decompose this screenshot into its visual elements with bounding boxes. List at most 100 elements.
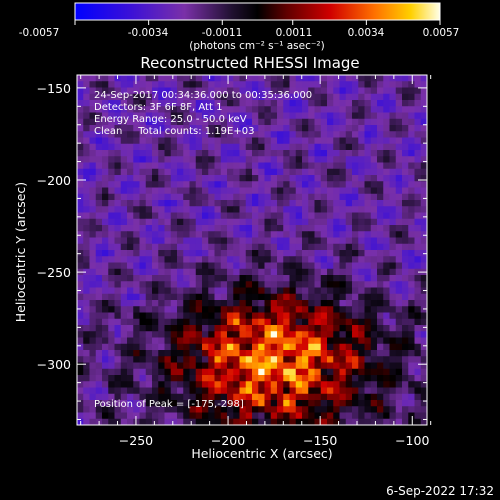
- heatmap-cell: [202, 281, 209, 288]
- heatmap-cell: [420, 87, 427, 95]
- heatmap-cell: [127, 387, 134, 395]
- heatmap-cell: [158, 318, 165, 326]
- heatmap-cell: [239, 381, 247, 388]
- heatmap-cell: [195, 412, 203, 420]
- heatmap-cell: [295, 150, 303, 157]
- heatmap-cell: [83, 243, 90, 251]
- heatmap-cell: [108, 400, 115, 407]
- heatmap-cell: [120, 106, 128, 113]
- heatmap-cell: [77, 256, 84, 263]
- heatmap-cell: [89, 243, 97, 251]
- heatmap-cell: [83, 81, 90, 88]
- heatmap-cell: [208, 412, 215, 420]
- heatmap-cell: [377, 187, 384, 195]
- heatmap-cell: [177, 162, 184, 170]
- heatmap-cell: [89, 362, 97, 370]
- heatmap-cell: [339, 206, 347, 213]
- heatmap-cell: [383, 293, 390, 301]
- heatmap-cell: [277, 256, 284, 263]
- heatmap-cell: [414, 350, 422, 357]
- heatmap-cell: [289, 381, 297, 388]
- heatmap-cell: [202, 131, 209, 138]
- heatmap-cell: [308, 100, 315, 107]
- heatmap-cell: [414, 231, 422, 238]
- heatmap-cell: [420, 275, 427, 282]
- heatmap-cell: [264, 393, 272, 401]
- heatmap-cell: [395, 150, 403, 157]
- heatmap-cell: [277, 343, 284, 351]
- x-tick-label: −250: [119, 433, 153, 448]
- heatmap-cell: [364, 87, 372, 95]
- heatmap-cell: [202, 325, 209, 332]
- heatmap-cell: [339, 193, 347, 201]
- heatmap-cell: [258, 125, 265, 132]
- heatmap-cell: [402, 156, 409, 163]
- heatmap-cell: [139, 131, 147, 138]
- heatmap-cell: [302, 93, 309, 101]
- heatmap-cell: [364, 193, 372, 201]
- heatmap-cell: [339, 125, 347, 132]
- heatmap-cell: [327, 256, 334, 263]
- heatmap-cell: [208, 312, 215, 320]
- heatmap-cell: [258, 262, 265, 270]
- heatmap-cell: [133, 293, 140, 301]
- heatmap-cell: [202, 112, 209, 120]
- heatmap-cell: [308, 181, 315, 188]
- heatmap-cell: [302, 337, 309, 345]
- heatmap-cell: [277, 350, 284, 357]
- heatmap-cell: [302, 318, 309, 326]
- heatmap-cell: [108, 350, 115, 357]
- heatmap-cell: [345, 187, 353, 195]
- heatmap-cell: [83, 281, 90, 288]
- heatmap-cell: [239, 375, 247, 382]
- heatmap-cell: [239, 337, 247, 345]
- heatmap-cell: [83, 162, 90, 170]
- x-tick-label: −100: [395, 433, 429, 448]
- heatmap-cell: [327, 250, 334, 257]
- heatmap-cell: [183, 387, 190, 395]
- heatmap-cell: [239, 87, 247, 95]
- heatmap-cell: [108, 168, 115, 176]
- heatmap-cell: [320, 118, 328, 126]
- heatmap-cell: [114, 93, 122, 101]
- heatmap-cell: [102, 268, 109, 276]
- heatmap-cell: [127, 337, 134, 345]
- heatmap-cell: [258, 250, 265, 257]
- heatmap-cell: [389, 412, 397, 420]
- heatmap-cell: [358, 300, 365, 307]
- heatmap-cell: [377, 406, 384, 413]
- heatmap-cell: [195, 293, 203, 301]
- heatmap-cell: [295, 168, 303, 176]
- heatmap-cell: [283, 162, 290, 170]
- heatmap-cell: [195, 118, 203, 126]
- heatmap-cell: [333, 150, 340, 157]
- heatmap-cell: [127, 237, 134, 245]
- heatmap-cell: [77, 275, 84, 282]
- heatmap-cell: [114, 293, 122, 301]
- heatmap-cell: [402, 393, 409, 401]
- heatmap-cell: [327, 125, 334, 132]
- heatmap-cell: [227, 343, 234, 351]
- heatmap-cell: [402, 106, 409, 113]
- heatmap-cell: [408, 118, 415, 126]
- heatmap-cell: [258, 193, 265, 201]
- heatmap-cell: [208, 350, 215, 357]
- heatmap-cell: [183, 375, 190, 382]
- heatmap-cell: [189, 412, 197, 420]
- heatmap-cell: [152, 306, 159, 313]
- heatmap-cell: [383, 387, 390, 395]
- heatmap-cell: [108, 293, 115, 301]
- heatmap-cell: [245, 187, 253, 195]
- heatmap-cell: [364, 281, 372, 288]
- heatmap-cell: [308, 262, 315, 270]
- heatmap-cell: [114, 356, 122, 363]
- heatmap-cell: [239, 137, 247, 145]
- heatmap-cell: [95, 100, 103, 107]
- heatmap-cell: [370, 281, 378, 288]
- heatmap-cell: [414, 118, 422, 126]
- heatmap-cell: [202, 306, 209, 313]
- heatmap-cell: [108, 118, 115, 126]
- heatmap-cell: [95, 350, 103, 357]
- heatmap-cell: [414, 318, 422, 326]
- heatmap-cell: [95, 312, 103, 320]
